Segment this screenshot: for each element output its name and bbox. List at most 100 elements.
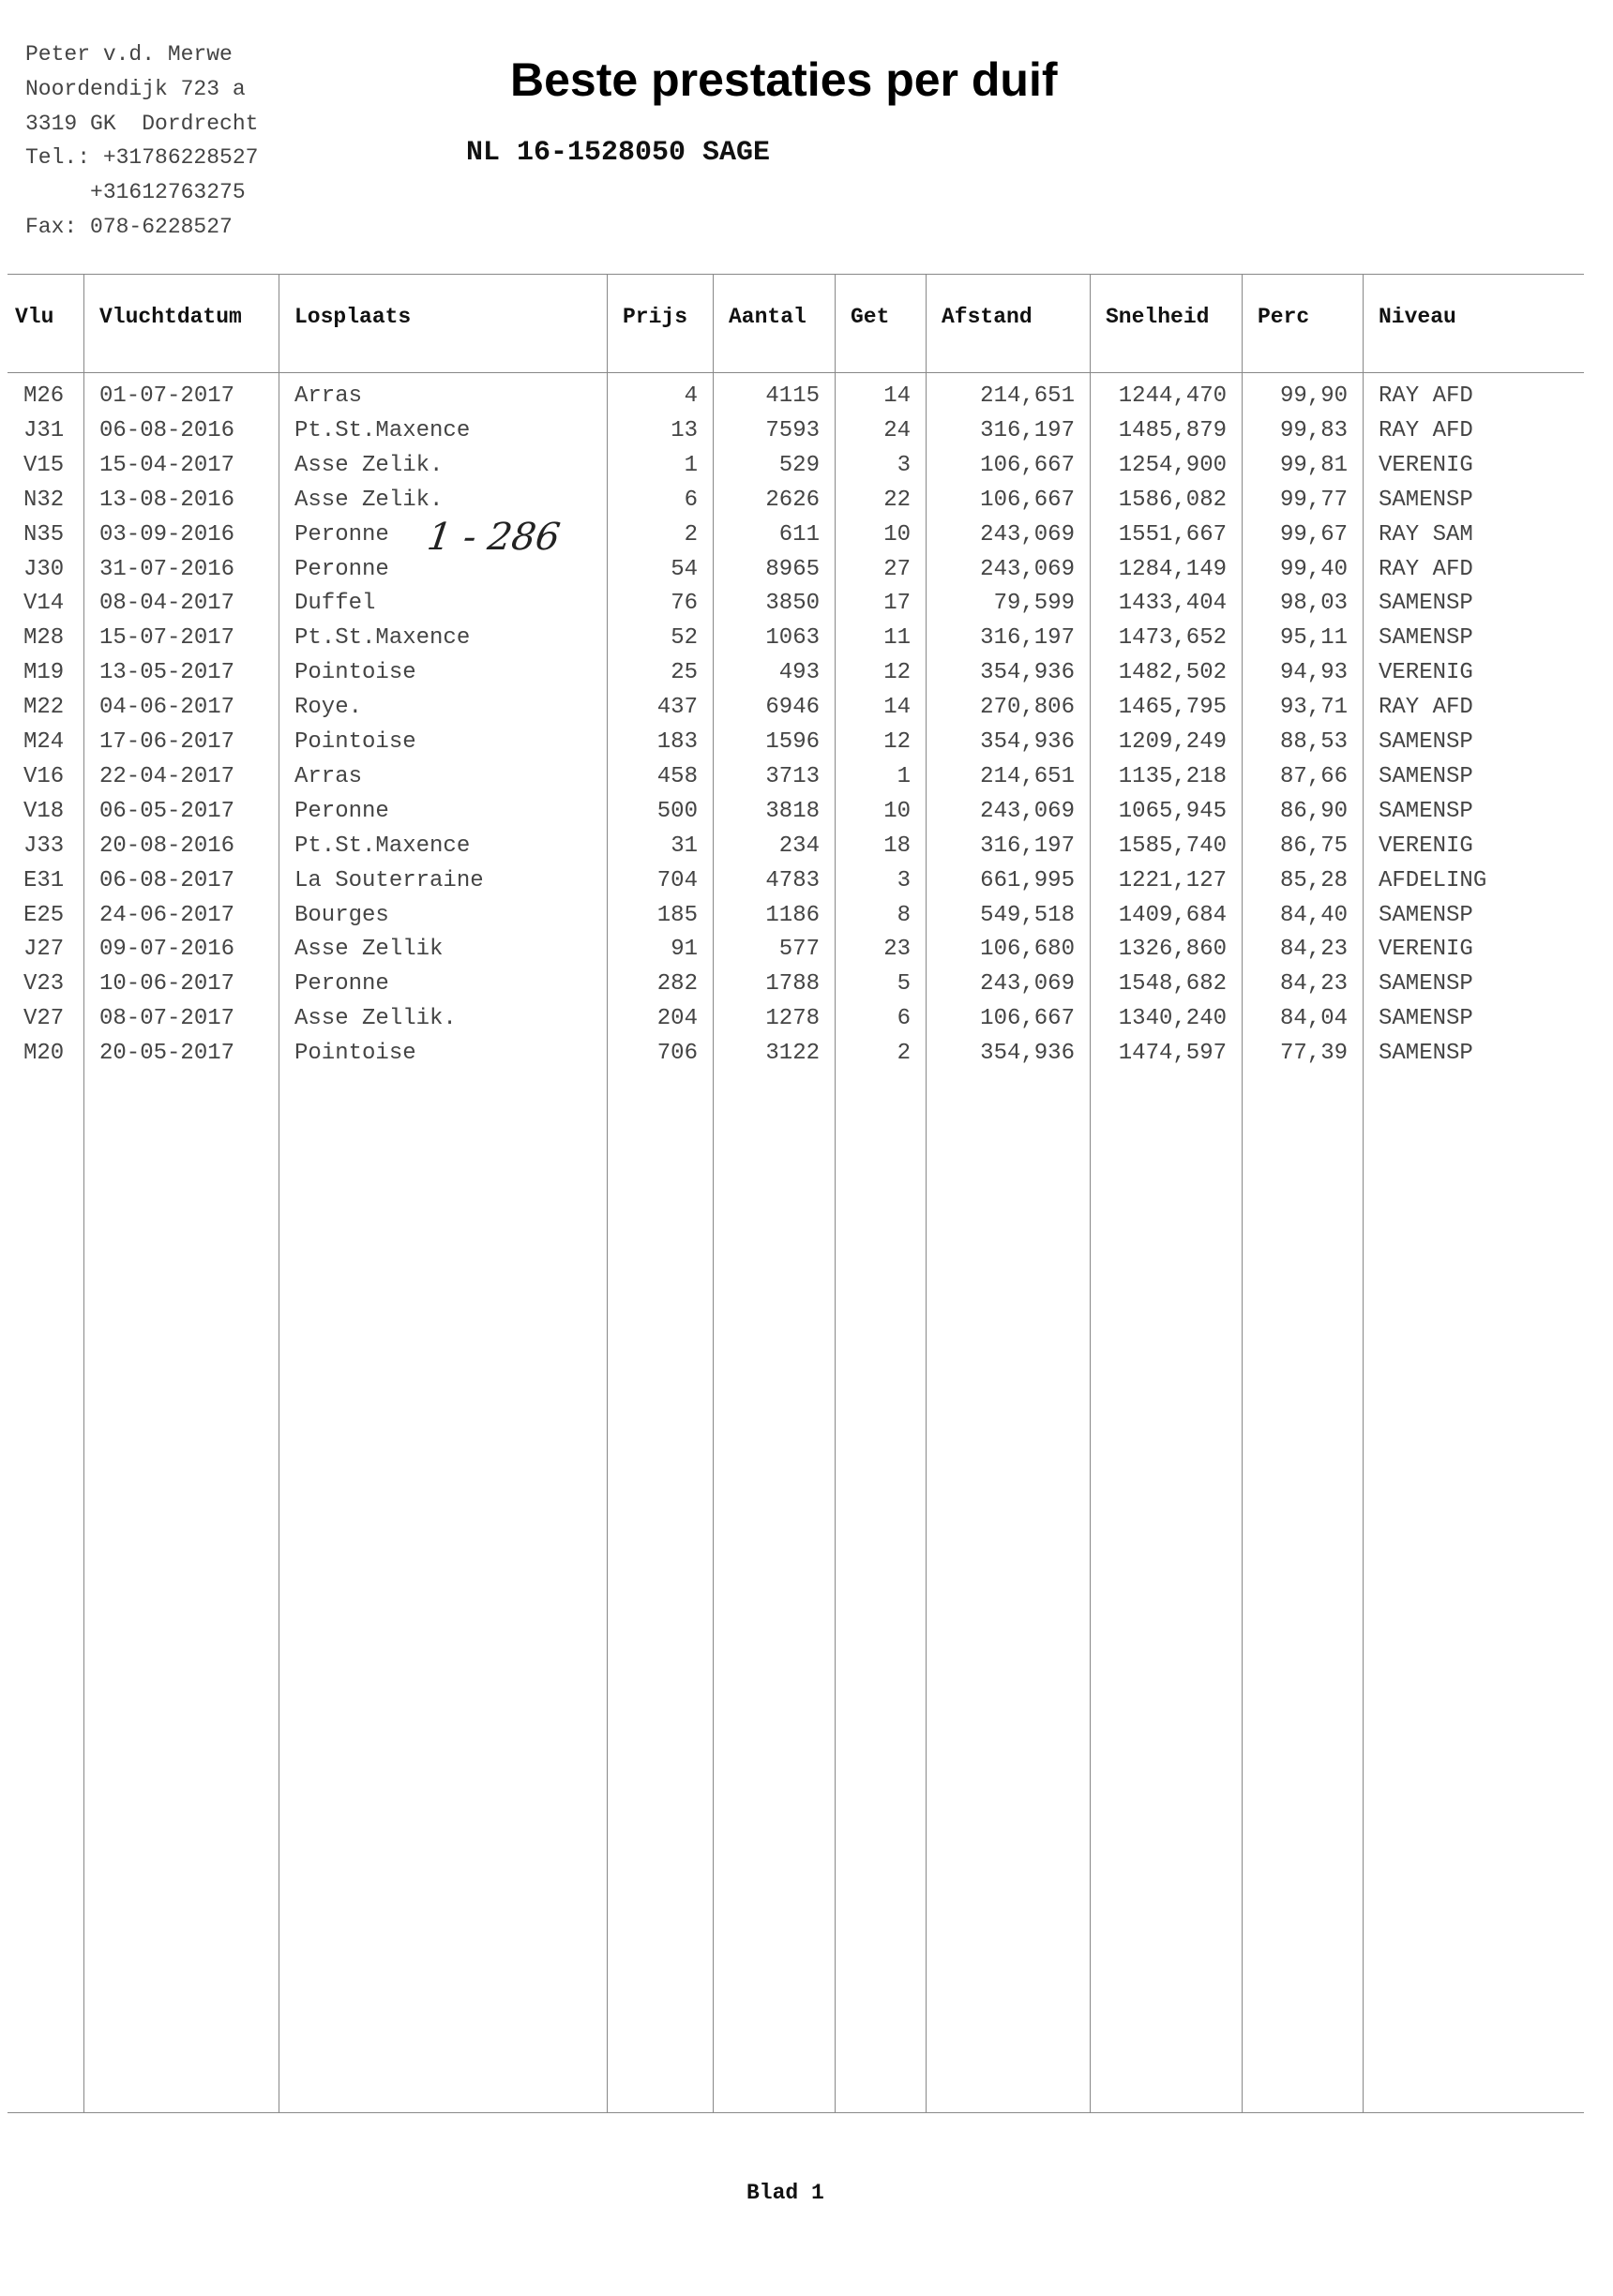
cell-vlu: V23 — [23, 971, 65, 998]
cell-perc: 93,71 — [1279, 695, 1348, 721]
cell-prijs: 25 — [671, 660, 698, 686]
cell-get: 5 — [897, 971, 911, 998]
sender-name: Peter v.d. Merwe — [25, 42, 233, 67]
cell-vluchtdatum: 01-07-2017 — [99, 383, 235, 409]
cell-aantal: 2626 — [765, 487, 820, 513]
cell-vluchtdatum: 13-05-2017 — [99, 660, 235, 686]
cell-vlu: J27 — [23, 937, 65, 963]
cell-perc: 99,77 — [1279, 487, 1348, 513]
cell-perc: 85,28 — [1279, 867, 1348, 893]
cell-vluchtdatum: 09-07-2016 — [99, 937, 235, 963]
cell-niveau: RAY AFD — [1379, 417, 1473, 443]
cell-aantal: 3818 — [765, 798, 820, 824]
sender-phone: Tel.: +31786228527 — [25, 145, 259, 171]
cell-vlu: N35 — [23, 521, 65, 548]
cell-aantal: 3850 — [765, 591, 820, 617]
cell-prijs: 31 — [671, 833, 698, 859]
cell-vlu: V18 — [23, 798, 65, 824]
column-divider — [1090, 274, 1091, 2112]
page-number: Blad 1 — [746, 2181, 824, 2205]
cell-aantal: 7593 — [765, 417, 820, 443]
cell-prijs: 458 — [656, 763, 698, 789]
cell-afstand: 549,518 — [980, 902, 1075, 928]
cell-perc: 87,66 — [1279, 763, 1348, 789]
sender-city: 3319 GK Dordrecht — [25, 111, 259, 136]
cell-get: 3 — [897, 452, 911, 478]
cell-prijs: 52 — [671, 625, 698, 652]
cell-niveau: SAMENSP — [1379, 729, 1473, 755]
cell-losplaats: Pointoise — [294, 1041, 416, 1067]
cell-vlu: J33 — [23, 833, 65, 859]
cell-losplaats: Asse Zellik. — [294, 1006, 457, 1032]
cell-snelheid: 1284,149 — [1118, 556, 1227, 582]
cell-vlu: E31 — [23, 867, 65, 893]
cell-prijs: 2 — [684, 521, 698, 548]
cell-get: 2 — [897, 1041, 911, 1067]
cell-perc: 99,90 — [1279, 383, 1348, 409]
cell-aantal: 8965 — [765, 556, 820, 582]
cell-vlu: J31 — [23, 417, 65, 443]
cell-niveau: SAMENSP — [1379, 902, 1473, 928]
cell-get: 17 — [883, 591, 911, 617]
cell-niveau: SAMENSP — [1379, 591, 1473, 617]
cell-get: 12 — [883, 729, 911, 755]
cell-niveau: SAMENSP — [1379, 763, 1473, 789]
cell-afstand: 354,936 — [980, 729, 1075, 755]
cell-prijs: 4 — [684, 383, 698, 409]
column-divider — [607, 274, 608, 2112]
cell-losplaats: Pt.St.Maxence — [294, 625, 471, 652]
cell-perc: 84,04 — [1279, 1006, 1348, 1032]
cell-afstand: 316,197 — [980, 833, 1075, 859]
cell-vlu: M22 — [23, 695, 65, 721]
cell-perc: 94,93 — [1279, 660, 1348, 686]
cell-aantal: 493 — [778, 660, 820, 686]
header-vlu: Vlu — [15, 305, 54, 329]
cell-perc: 95,11 — [1279, 625, 1348, 652]
cell-snelheid: 1485,879 — [1118, 417, 1227, 443]
cell-losplaats: Asse Zelik. — [294, 452, 444, 478]
cell-niveau: SAMENSP — [1379, 798, 1473, 824]
cell-snelheid: 1244,470 — [1118, 383, 1227, 409]
cell-snelheid: 1465,795 — [1118, 695, 1227, 721]
cell-niveau: VERENIG — [1379, 937, 1473, 963]
cell-vluchtdatum: 20-08-2016 — [99, 833, 235, 859]
cell-prijs: 185 — [656, 902, 698, 928]
cell-afstand: 106,667 — [980, 487, 1075, 513]
cell-vlu: N32 — [23, 487, 65, 513]
cell-perc: 84,23 — [1279, 937, 1348, 963]
header-afstand: Afstand — [942, 305, 1033, 329]
column-divider — [1363, 274, 1364, 2112]
cell-get: 11 — [883, 625, 911, 652]
cell-afstand: 106,667 — [980, 452, 1075, 478]
cell-losplaats: Pt.St.Maxence — [294, 417, 471, 443]
header-vluchtdatum: Vluchtdatum — [99, 305, 242, 329]
cell-losplaats: Peronne — [294, 971, 389, 998]
cell-niveau: AFDELING — [1379, 867, 1487, 893]
cell-snelheid: 1585,740 — [1118, 833, 1227, 859]
cell-perc: 84,40 — [1279, 902, 1348, 928]
cell-prijs: 6 — [684, 487, 698, 513]
page-title: Beste prestaties per duif — [510, 53, 1058, 106]
cell-get: 1 — [897, 763, 911, 789]
cell-perc: 98,03 — [1279, 591, 1348, 617]
cell-niveau: SAMENSP — [1379, 1041, 1473, 1067]
sender-address: Peter v.d. Merwe Noordendijk 723 a 3319 GK… — [25, 38, 258, 245]
cell-losplaats: Peronne — [294, 556, 389, 582]
cell-perc: 86,90 — [1279, 798, 1348, 824]
cell-aantal: 1278 — [765, 1006, 820, 1032]
cell-aantal: 4115 — [765, 383, 820, 409]
column-divider — [835, 274, 836, 2112]
cell-vlu: V14 — [23, 591, 65, 617]
cell-vlu: E25 — [23, 902, 65, 928]
cell-snelheid: 1473,652 — [1118, 625, 1227, 652]
cell-niveau: SAMENSP — [1379, 971, 1473, 998]
cell-prijs: 704 — [656, 867, 698, 893]
cell-snelheid: 1409,684 — [1118, 902, 1227, 928]
cell-get: 3 — [897, 867, 911, 893]
cell-perc: 99,40 — [1279, 556, 1348, 582]
cell-losplaats: Peronne — [294, 798, 389, 824]
cell-aantal: 6946 — [765, 695, 820, 721]
header-aantal: Aantal — [729, 305, 806, 329]
cell-aantal: 4783 — [765, 867, 820, 893]
cell-niveau: SAMENSP — [1379, 1006, 1473, 1032]
